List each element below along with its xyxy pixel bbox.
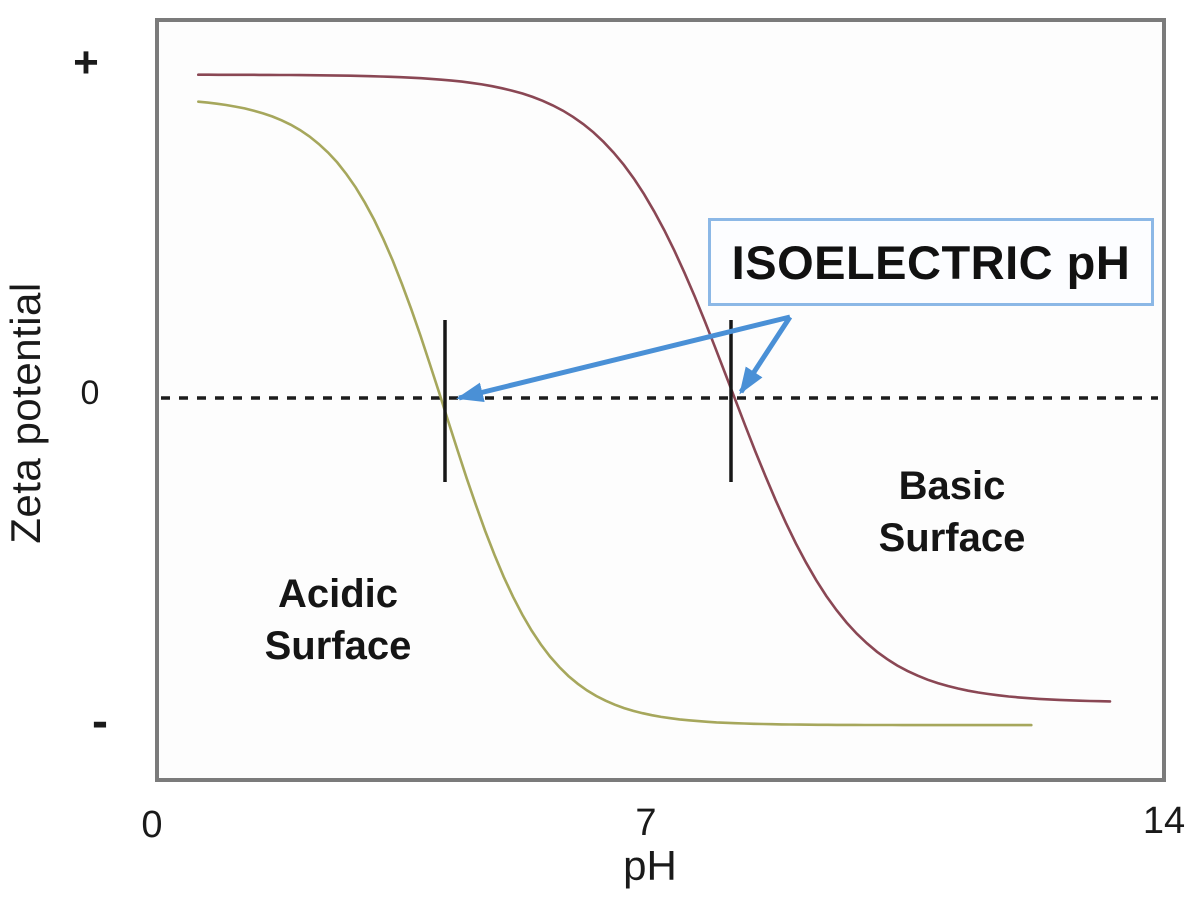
basic-surface-curve: [197, 73, 1112, 703]
acidic-surface-label-line2: Surface: [264, 624, 412, 668]
y-tick-plus: +: [73, 38, 99, 87]
isoelectric-label-box: ISOELECTRIC pH: [708, 218, 1154, 306]
y-tick-zero: 0: [80, 374, 100, 412]
x-tick-0: 0: [141, 804, 163, 846]
x-tick-7: 7: [635, 802, 657, 844]
chart-canvas: [161, 73, 1158, 727]
acidic-surface-curve: [197, 100, 1033, 727]
isoelectric-label-text: ISOELECTRIC pH: [731, 235, 1131, 289]
y-tick-minus: -: [92, 695, 108, 748]
x-axis-label: pH: [623, 842, 677, 889]
isoelectric-arrow-left: [456, 314, 791, 403]
basic-surface-label: Basic Surface: [852, 460, 1052, 564]
basic-surface-label-line2: Surface: [878, 516, 1026, 560]
x-tick-14: 14: [1142, 800, 1186, 842]
isoelectric-arrow-right: [738, 315, 793, 395]
y-axis-label: Zeta potential: [2, 282, 49, 544]
acidic-surface-label: Acidic Surface: [228, 568, 448, 672]
basic-surface-label-line1: Basic: [898, 464, 1006, 508]
acidic-surface-label-line1: Acidic: [277, 572, 399, 616]
plot-frame: [155, 18, 1166, 782]
